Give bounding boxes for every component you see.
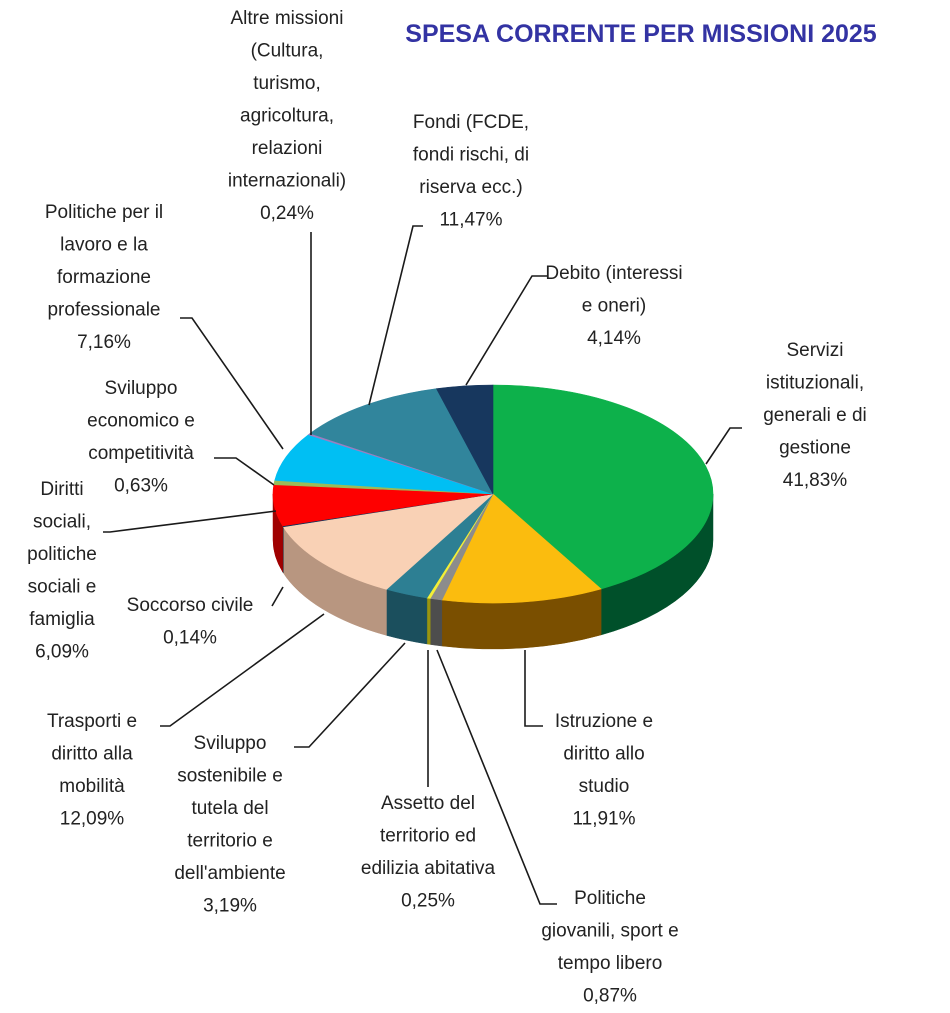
slice-label-line: 41,83% <box>783 470 848 491</box>
slice-label-line: 6,09% <box>35 642 89 663</box>
slice-label: Istruzione e diritto allo studio 11,91% <box>555 711 653 830</box>
pie-slice <box>282 493 494 590</box>
pie-side-2 <box>429 598 443 647</box>
slice-label-line: politiche <box>27 544 97 565</box>
slice-label-line: internazionali) <box>228 171 346 192</box>
slice-label: Politiche per il lavoro e la formazione pro… <box>45 202 163 353</box>
slice-label-line: lavoro e la <box>60 235 148 256</box>
slice-label: Diritti sociali, politiche sociali e famigli… <box>27 479 97 663</box>
slice-label-line: professionale <box>47 300 160 321</box>
leader-line <box>368 225 423 406</box>
pie-slice <box>309 388 494 495</box>
slice-label-line: 11,47% <box>439 210 502 231</box>
slice-label-line: economico e <box>87 411 195 432</box>
slice-label-line: Sviluppo <box>105 378 178 399</box>
pie-top-faces <box>272 384 714 604</box>
slice-label: Debito (interessi e oneri) 4,14% <box>545 263 682 349</box>
leader-line <box>705 427 742 465</box>
slice-label: Fondi (FCDE, fondi rischi, di riserva ecc.… <box>413 112 529 231</box>
slice-label: Sviluppo sostenibile e tutela del territori… <box>174 733 285 917</box>
leader-line <box>160 613 325 727</box>
slice-label-line: Altre missioni <box>231 8 344 29</box>
slice-label-line: 0,14% <box>163 628 217 649</box>
pie-slice <box>274 434 494 495</box>
slice-label-line: tempo libero <box>558 953 663 974</box>
slice-label-line: Sviluppo <box>194 733 267 754</box>
slice-label-line: istituzionali, <box>766 373 864 394</box>
slice-label-line: 4,14% <box>587 328 641 349</box>
slice-label-line: 0,24% <box>260 203 314 224</box>
slice-label-line: Istruzione e <box>555 711 653 732</box>
slice-label-line: competitività <box>88 443 194 464</box>
slice-label-line: diritto allo <box>563 744 644 765</box>
slice-label-line: 12,09% <box>60 809 125 830</box>
slice-label-line: Trasporti e <box>47 711 137 732</box>
slice-label-line: generali e di <box>763 405 867 426</box>
slice-label-line: relazioni <box>252 138 323 159</box>
slice-label-line: e oneri) <box>582 296 646 317</box>
slice-labels: Servizi istituzionali, generali e di gestio… <box>27 8 867 1007</box>
slice-label-line: (Cultura, <box>251 41 324 62</box>
slice-label-line: sociali e <box>28 577 97 598</box>
leader-line <box>103 510 277 533</box>
slice-label-line: Assetto del <box>381 793 475 814</box>
slice-label-line: Diritti <box>40 479 83 500</box>
pie-side-3 <box>426 597 431 645</box>
slice-label-line: dell'ambiente <box>174 863 285 884</box>
slice-label-line: turismo, <box>253 73 321 94</box>
slice-label-line: territorio e <box>187 831 273 852</box>
slice-label: Servizi istituzionali, generali e di gestio… <box>763 340 867 491</box>
slice-label-line: tutela del <box>191 798 268 819</box>
slice-label-line: Fondi (FCDE, <box>413 112 529 133</box>
chart-title: SPESA CORRENTE PER MISSIONI 2025 <box>405 20 877 48</box>
leader-line <box>180 317 284 450</box>
slice-label-line: agricoltura, <box>240 106 334 127</box>
leader-line <box>271 586 284 607</box>
slice-label: Sviluppo economico e competitività 0,63% <box>87 378 195 497</box>
slice-label-line: 0,87% <box>583 986 637 1007</box>
slice-label-line: Debito (interessi <box>545 263 682 284</box>
slice-label-line: giovanili, sport e <box>541 921 678 942</box>
slice-label-line: studio <box>579 776 630 797</box>
leader-line <box>524 650 543 727</box>
slice-label-line: Soccorso civile <box>127 595 254 616</box>
slice-label-line: 0,63% <box>114 476 168 497</box>
leader-line <box>294 642 406 748</box>
pie-slice <box>435 384 494 495</box>
slice-label-line: territorio ed <box>380 826 476 847</box>
leader-line <box>214 457 275 486</box>
slice-label-line: 7,16% <box>77 332 131 353</box>
pie-slice <box>441 493 602 604</box>
slice-label-line: formazione <box>57 267 151 288</box>
slice-label-line: 0,25% <box>401 891 455 912</box>
slice-label-line: sostenibile e <box>177 766 283 787</box>
slice-label-line: diritto alla <box>51 744 133 765</box>
slice-label: Altre missioni (Cultura, turismo, agricoltu… <box>228 8 346 224</box>
slice-label-line: Politiche per il <box>45 202 163 223</box>
leader-line <box>465 275 547 386</box>
slice-label: Assetto del territorio ed edilizia abitati… <box>361 793 496 912</box>
leader-line <box>436 649 557 905</box>
slice-label-line: mobilità <box>59 776 125 797</box>
slice-label-line: Servizi <box>786 340 843 361</box>
pie-side-4 <box>386 589 428 645</box>
slice-label: Soccorso civile 0,14% <box>127 595 254 649</box>
slice-label-line: gestione <box>779 438 851 459</box>
slice-label-line: riserva ecc.) <box>419 177 522 198</box>
slice-label-line: edilizia abitativa <box>361 858 496 879</box>
slice-label-line: fondi rischi, di <box>413 145 529 166</box>
slice-label-line: 3,19% <box>203 896 257 917</box>
slice-label-line: Politiche <box>574 888 646 909</box>
slice-label: Trasporti e diritto alla mobilità 12,09% <box>47 711 137 830</box>
pie-slice <box>492 384 714 590</box>
slice-label-line: famiglia <box>29 609 95 630</box>
slice-label-line: 11,91% <box>572 809 635 830</box>
slice-label-line: sociali, <box>33 512 91 533</box>
leader-lines <box>103 225 742 905</box>
slice-label: Politiche giovanili, sport e tempo libero 0… <box>541 888 678 1007</box>
